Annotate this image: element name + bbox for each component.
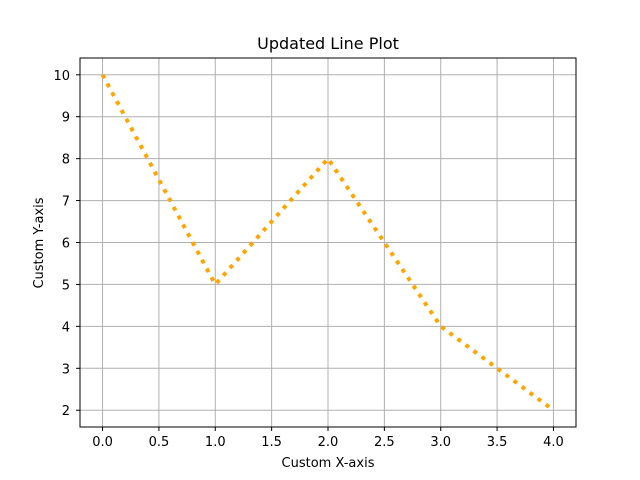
x-axis-title: Custom X-axis [282,456,375,471]
y-tick-label: 2 [62,404,70,419]
x-tick-label: 1.5 [261,435,282,450]
x-tick-label: 1.0 [205,435,226,450]
y-tick-label: 7 [62,195,70,210]
x-tick-label: 0.5 [149,435,170,450]
y-axis-title: Custom Y-axis [32,197,47,288]
y-tick-label: 8 [62,153,70,168]
x-tick-label: 4.0 [543,435,564,450]
y-tick-label: 5 [62,278,70,293]
y-tick-label: 10 [53,69,70,84]
x-tick-label: 2.5 [374,435,395,450]
y-tick-label: 3 [62,362,70,377]
y-tick-label: 6 [62,237,70,252]
grid-lines [80,58,576,427]
x-tick-label: 0.0 [92,435,113,450]
y-tick-label: 9 [62,111,70,126]
y-axis: 2 3 4 5 6 7 8 9 10 [53,69,80,419]
x-axis: 0.0 0.5 1.0 1.5 2.0 2.5 3.0 3.5 4.0 [92,427,564,450]
x-tick-label: 3.0 [430,435,451,450]
x-tick-label: 2.0 [318,435,339,450]
y-tick-label: 4 [62,320,70,335]
x-tick-label: 3.5 [487,435,508,450]
chart-title: Updated Line Plot [257,34,399,53]
